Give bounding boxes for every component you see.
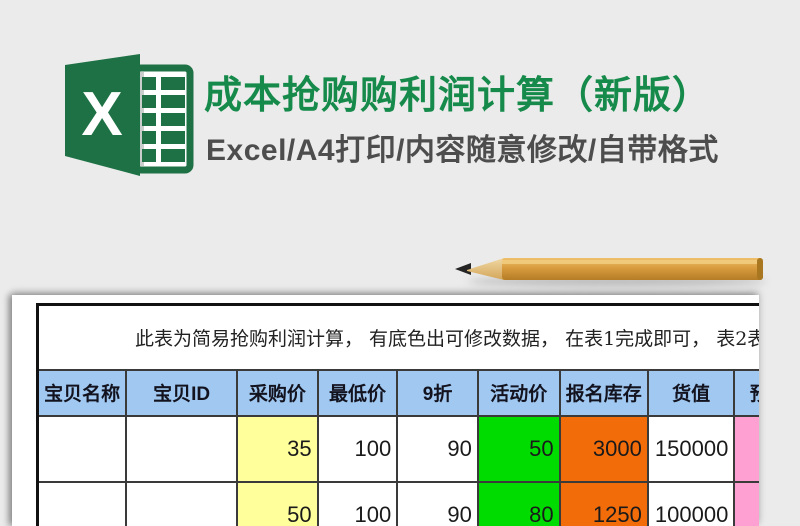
pencil-shadow [468, 277, 766, 286]
table-cell: 100 [316, 480, 399, 526]
table-cell: 1250 [558, 480, 649, 526]
table-row: 50 100 90 80 1250 100000 10000 [36, 480, 759, 526]
table-cell: 35 [236, 414, 319, 483]
column-header-value: 货值 [646, 368, 736, 417]
table-cell: 100000 [646, 480, 736, 526]
table-cell: 100 [316, 414, 399, 483]
column-header-activity: 活动价 [476, 368, 561, 417]
table-cell [125, 414, 238, 483]
table-cell: 80 [476, 480, 561, 526]
pencil-wood-cone [467, 258, 504, 280]
pencil-icon [455, 258, 763, 280]
logo-flap [65, 54, 140, 176]
profit-table: 此表为简易抢购利润计算， 有底色出可修改数据， 在表1完成即可， 表2表3为详细… [36, 303, 759, 526]
product-title: 成本抢购购利润计算（新版） [204, 75, 712, 117]
column-header-lowest: 最低价 [316, 368, 399, 417]
column-header-estimate: 预估销量 [733, 368, 759, 417]
table-cell: 26600 [733, 414, 759, 483]
table-cell: 3000 [558, 414, 649, 483]
product-subtitle: Excel/A4打印/内容随意修改/自带格式 [206, 134, 719, 167]
table-cell [36, 414, 128, 483]
table-note-row: 此表为简易抢购利润计算， 有底色出可修改数据， 在表1完成即可， 表2表3为详细 [36, 303, 759, 371]
table-header-row: 宝贝名称 宝贝ID 采购价 最低价 9折 活动价 报名库存 货值 预估销量 [36, 368, 759, 417]
column-header-purchase: 采购价 [236, 368, 319, 417]
column-header-name: 宝贝名称 [36, 368, 128, 417]
pencil-graphite-tip [455, 263, 471, 275]
table-note-text: 此表为简易抢购利润计算， 有底色出可修改数据， 在表1完成即可， 表2表3为详细 [36, 303, 759, 371]
column-header-discount: 9折 [396, 368, 479, 417]
excel-logo-icon: X [65, 54, 194, 176]
table-cell: 50 [476, 414, 561, 483]
spreadsheet-preview-sheet: 此表为简易抢购利润计算， 有底色出可修改数据， 在表1完成即可， 表2表3为详细… [12, 295, 759, 526]
logo-grid-cells [142, 77, 185, 162]
table-cell: 90 [396, 414, 479, 483]
table-cell: 50 [236, 480, 319, 526]
table-cell [36, 480, 128, 526]
logo-letter: X [81, 80, 122, 149]
table-cell: 150000 [646, 414, 736, 483]
table-cell: 10000 [733, 480, 759, 526]
column-header-id: 宝贝ID [125, 368, 238, 417]
column-header-stock: 报名库存 [558, 368, 649, 417]
table-row: 35 100 90 50 3000 150000 26600 [36, 414, 759, 483]
table-cell: 90 [396, 480, 479, 526]
table-cell [125, 480, 238, 526]
